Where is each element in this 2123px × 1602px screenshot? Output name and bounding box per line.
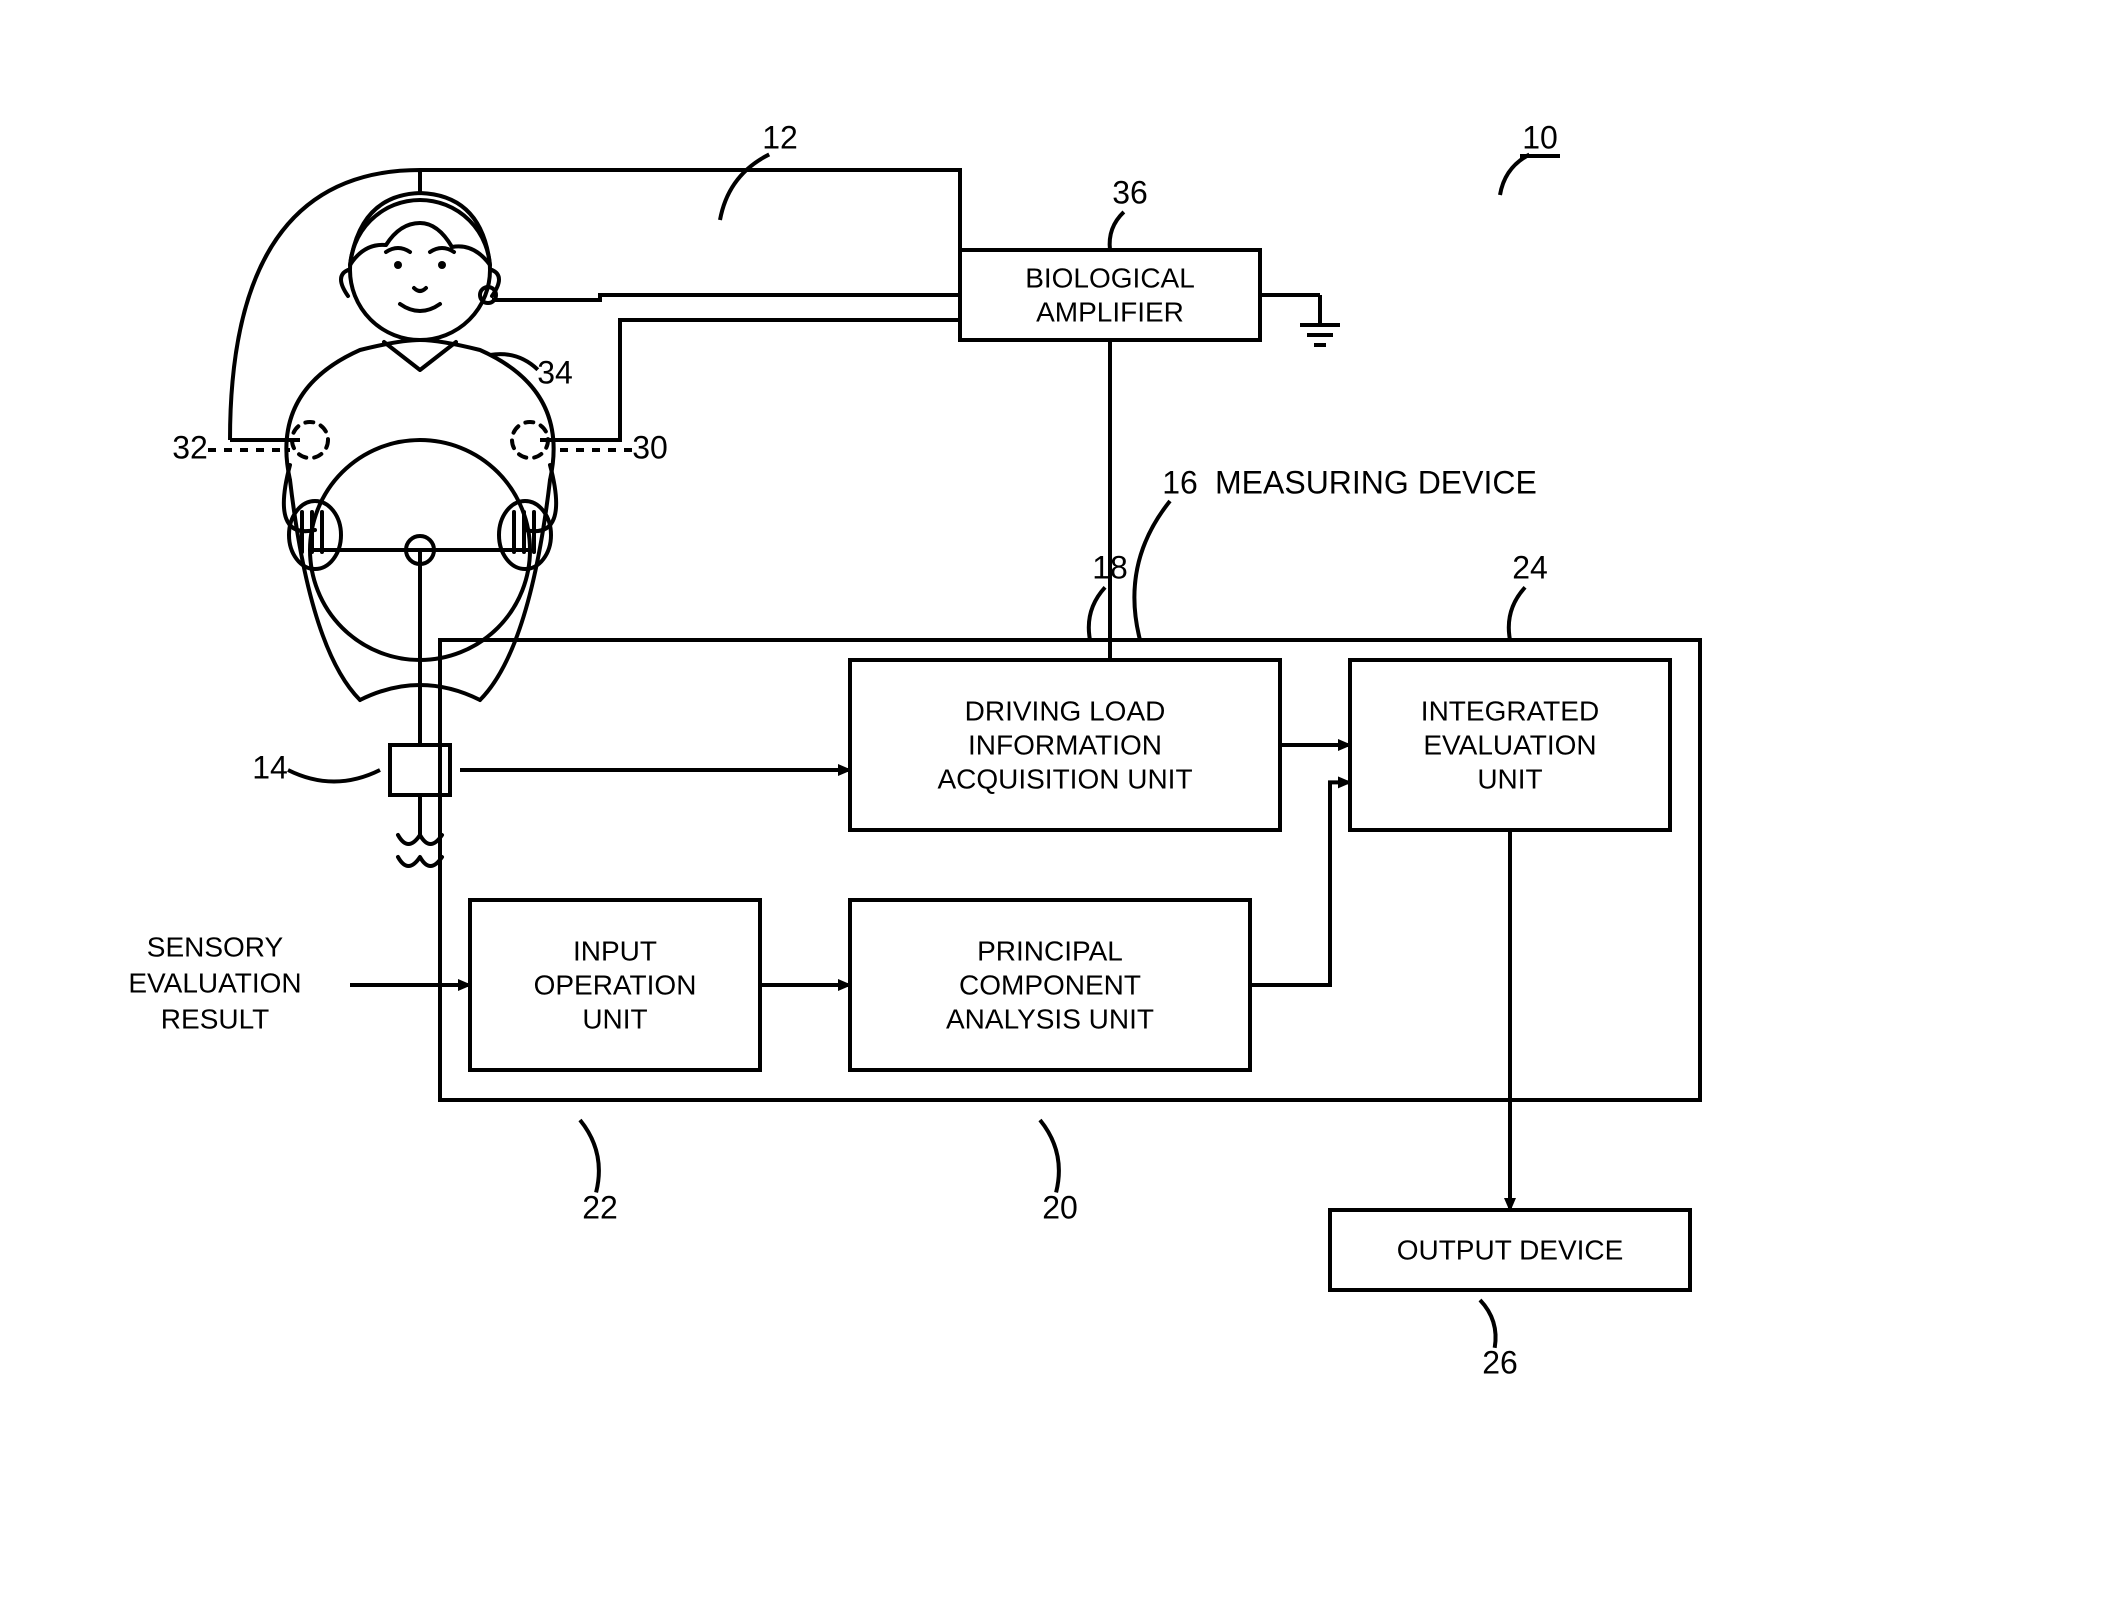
svg-text:ANALYSIS UNIT: ANALYSIS UNIT	[946, 1003, 1154, 1034]
ref-34: 34	[537, 354, 573, 390]
ref-36: 36	[1112, 174, 1148, 210]
svg-text:EVALUATION: EVALUATION	[1423, 729, 1596, 760]
svg-text:COMPONENT: COMPONENT	[959, 969, 1141, 1000]
ref-16: 16	[1162, 464, 1198, 500]
svg-text:OUTPUT DEVICE: OUTPUT DEVICE	[1397, 1234, 1624, 1265]
svg-text:ACQUISITION UNIT: ACQUISITION UNIT	[937, 763, 1192, 794]
svg-text:SENSORY: SENSORY	[147, 931, 284, 962]
ref-16-label: MEASURING DEVICE	[1215, 464, 1537, 500]
ref-24: 24	[1512, 549, 1548, 585]
lead-head-to-amp	[230, 170, 960, 440]
ref-30: 30	[632, 429, 668, 465]
svg-text:OPERATION: OPERATION	[534, 969, 697, 1000]
svg-text:INFORMATION: INFORMATION	[968, 729, 1162, 760]
svg-text:RESULT: RESULT	[161, 1003, 269, 1034]
ref-18: 18	[1092, 549, 1128, 585]
svg-text:UNIT: UNIT	[1477, 763, 1542, 794]
svg-text:INPUT: INPUT	[573, 935, 657, 966]
svg-text:BIOLOGICAL: BIOLOGICAL	[1025, 262, 1195, 293]
svg-text:AMPLIFIER: AMPLIFIER	[1036, 296, 1184, 327]
lead-ear-to-amp	[492, 295, 960, 300]
ref-14: 14	[252, 749, 288, 785]
svg-text:DRIVING LOAD: DRIVING LOAD	[965, 695, 1166, 726]
lead-shoulder30-to-amp	[540, 320, 960, 440]
ref-22: 22	[582, 1189, 618, 1225]
ref-32: 32	[172, 429, 208, 465]
svg-text:UNIT: UNIT	[582, 1003, 647, 1034]
ref-12: 12	[762, 119, 798, 155]
ref-26: 26	[1482, 1344, 1518, 1380]
svg-text:EVALUATION: EVALUATION	[128, 967, 301, 998]
ref-10: 10	[1522, 119, 1558, 155]
ref-20: 20	[1042, 1189, 1078, 1225]
svg-text:INTEGRATED: INTEGRATED	[1421, 695, 1599, 726]
svg-text:PRINCIPAL: PRINCIPAL	[977, 935, 1123, 966]
